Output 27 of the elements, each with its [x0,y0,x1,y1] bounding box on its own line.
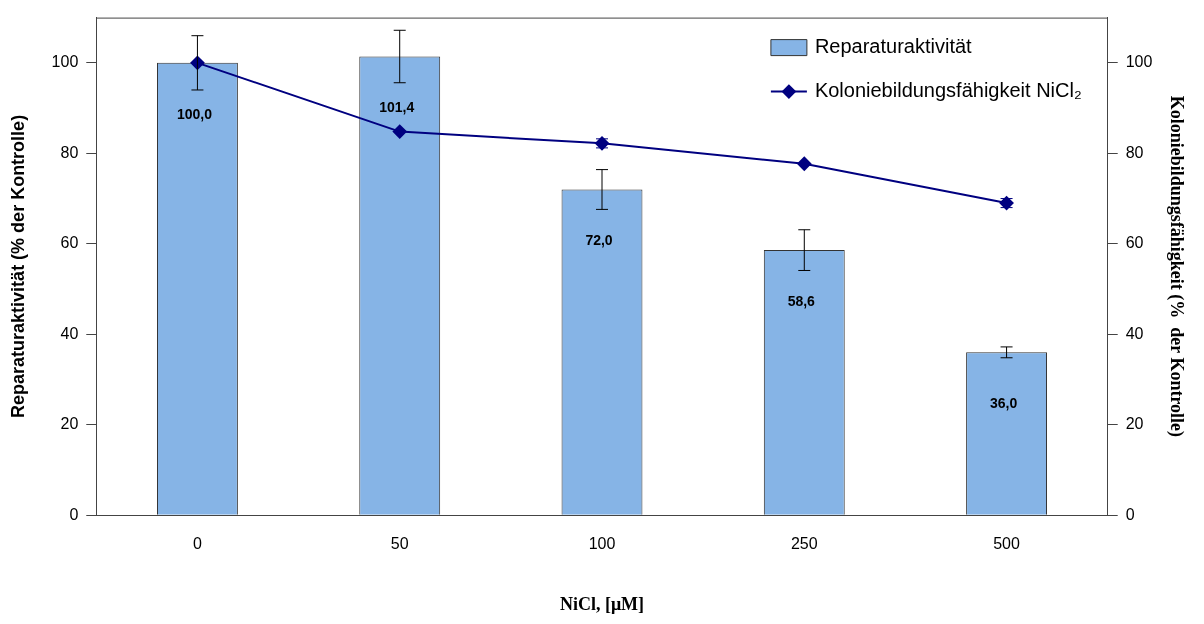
y2-tick-label: 80 [1125,143,1144,161]
y-tick-label: 100 [51,53,79,71]
data-label: 58,6 [787,292,816,309]
legend-label: Koloniebildungsfähigkeit NiCl₂ [814,79,1082,102]
y-tick-label: 60 [60,234,79,252]
y2-axis-title: Koloniebildungsfähigkeit (% der Kontrolle) [1165,95,1187,438]
data-label: 36,0 [989,395,1018,412]
y-tick-label: 40 [60,324,79,342]
y2-tick-label: 60 [1125,234,1144,252]
x-tick-label: 250 [790,535,818,553]
x-tick-label: 500 [993,535,1021,553]
x-tick-label: 0 [192,535,202,553]
y-tick-label: 0 [69,505,79,523]
y2-tick-label: 0 [1125,505,1135,523]
y-tick-label: 80 [60,143,79,161]
y-tick-label: 20 [60,415,79,433]
data-label: 100,0 [176,105,213,122]
x-tick-label: 100 [588,535,616,553]
x-axis-title: NiCl, [μM] [559,593,645,614]
y2-tick-label: 20 [1125,415,1144,433]
y2-tick-label: 40 [1125,324,1144,342]
x-tick-label: 50 [390,535,409,553]
data-label: 101,4 [379,99,415,116]
y2-tick-label: 100 [1125,53,1153,71]
y-axis-title: Reparaturaktivität (% der Kontrolle) [7,114,28,418]
data-label: 72,0 [585,232,613,249]
legend-label: Reparaturaktivität [814,35,973,58]
